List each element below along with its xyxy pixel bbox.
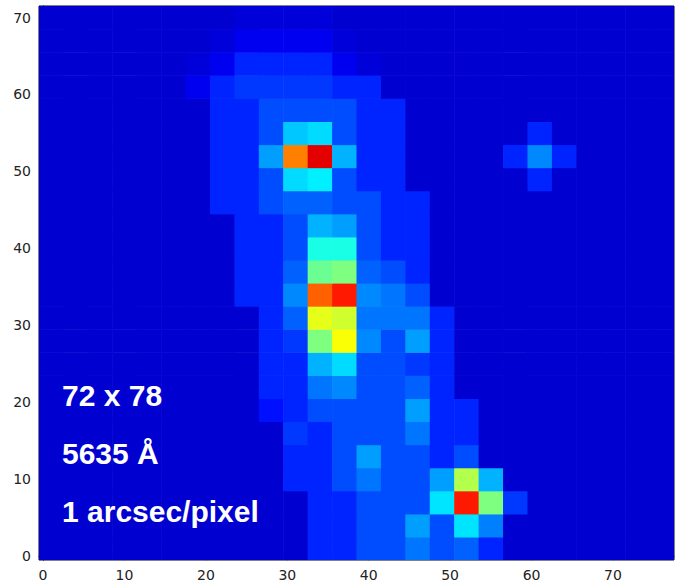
svg-text:60: 60 xyxy=(13,86,31,102)
svg-text:70: 70 xyxy=(604,567,622,583)
svg-text:0: 0 xyxy=(39,567,48,583)
svg-text:40: 40 xyxy=(360,567,378,583)
svg-text:30: 30 xyxy=(13,317,31,333)
svg-text:20: 20 xyxy=(197,567,215,583)
svg-text:70: 70 xyxy=(13,10,31,26)
svg-text:50: 50 xyxy=(13,163,31,179)
svg-text:10: 10 xyxy=(116,567,134,583)
svg-text:1 arcsec/pixel: 1 arcsec/pixel xyxy=(62,495,259,528)
svg-text:30: 30 xyxy=(278,567,296,583)
svg-text:0: 0 xyxy=(22,548,31,564)
svg-text:40: 40 xyxy=(13,240,31,256)
svg-text:60: 60 xyxy=(523,567,541,583)
svg-text:20: 20 xyxy=(13,394,31,410)
svg-text:5635 Å: 5635 Å xyxy=(62,437,159,470)
svg-text:10: 10 xyxy=(13,471,31,487)
svg-text:50: 50 xyxy=(441,567,459,583)
svg-text:72 x 78: 72 x 78 xyxy=(62,379,162,412)
